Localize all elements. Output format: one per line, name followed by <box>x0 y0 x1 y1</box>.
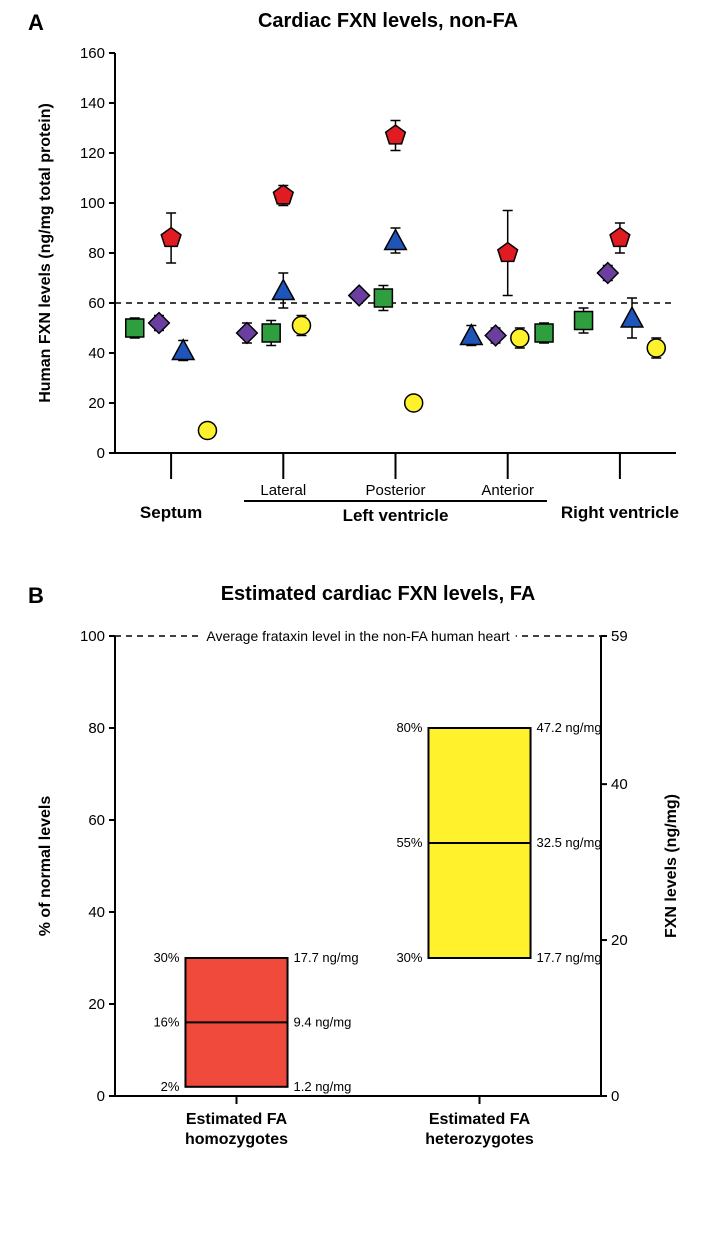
svg-text:0: 0 <box>611 1088 619 1105</box>
panel-b: B Estimated cardiac FXN levels, FA 0 20 40… <box>20 583 696 1166</box>
svg-text:32.5 ng/mg: 32.5 ng/mg <box>537 835 602 850</box>
svg-text:Estimated FA: Estimated FA <box>186 1111 288 1128</box>
svg-text:60: 60 <box>88 812 105 829</box>
svg-text:30%: 30% <box>153 950 179 965</box>
svg-text:100: 100 <box>80 628 105 645</box>
svg-text:17.7 ng/mg: 17.7 ng/mg <box>537 950 602 965</box>
panel-b-title: Estimated cardiac FXN levels, FA <box>60 583 696 606</box>
svg-text:20: 20 <box>88 996 105 1013</box>
svg-text:80: 80 <box>88 245 105 262</box>
svg-text:30%: 30% <box>396 950 422 965</box>
svg-text:140: 140 <box>80 95 105 112</box>
svg-text:55%: 55% <box>396 835 422 850</box>
svg-text:Septum: Septum <box>140 503 202 522</box>
svg-text:40: 40 <box>88 345 105 362</box>
panel-a-chart: 0 20 40 60 80 100 120 140 160 Human FXN levels (n… <box>20 33 696 553</box>
svg-text:heterozygotes: heterozygotes <box>425 1131 534 1148</box>
svg-text:Left ventricle: Left ventricle <box>343 506 449 525</box>
svg-text:80: 80 <box>88 720 105 737</box>
svg-text:17.7 ng/mg: 17.7 ng/mg <box>294 950 359 965</box>
svg-text:60: 60 <box>88 295 105 312</box>
svg-text:80%: 80% <box>396 720 422 735</box>
panel-b-chart: 0 20 40 60 80 100 0 20 40 59 Average frataxin leve… <box>20 606 696 1166</box>
panel-a: A Cardiac FXN levels, non-FA 0 20 40 60 80 10… <box>20 10 696 553</box>
panel-b-label: B <box>28 583 44 609</box>
svg-text:% of normal levels: % of normal levels <box>37 796 54 937</box>
svg-text:47.2 ng/mg: 47.2 ng/mg <box>537 720 602 735</box>
svg-text:1.2 ng/mg: 1.2 ng/mg <box>294 1079 352 1094</box>
svg-text:FXN levels (ng/mg): FXN levels (ng/mg) <box>663 794 680 938</box>
svg-text:Lateral: Lateral <box>260 482 306 499</box>
svg-text:0: 0 <box>97 445 105 462</box>
svg-text:Human FXN levels (ng/mg total: Human FXN levels (ng/mg total protein) <box>37 103 54 403</box>
figure-wrap: A Cardiac FXN levels, non-FA 0 20 40 60 80 10… <box>0 0 716 1186</box>
svg-text:0: 0 <box>97 1088 105 1105</box>
svg-text:100: 100 <box>80 195 105 212</box>
svg-text:16%: 16% <box>153 1014 179 1029</box>
svg-text:120: 120 <box>80 145 105 162</box>
svg-text:59: 59 <box>611 628 628 645</box>
svg-text:20: 20 <box>611 932 628 949</box>
svg-text:Posterior: Posterior <box>365 482 425 499</box>
svg-text:Estimated FA: Estimated FA <box>429 1111 531 1128</box>
svg-text:2%: 2% <box>161 1079 180 1094</box>
svg-text:40: 40 <box>611 776 628 793</box>
svg-text:20: 20 <box>88 395 105 412</box>
svg-text:Average frataxin level in the: Average frataxin level in the non-FA hum… <box>206 628 509 644</box>
svg-text:9.4 ng/mg: 9.4 ng/mg <box>294 1014 352 1029</box>
svg-text:40: 40 <box>88 904 105 921</box>
svg-text:Right ventricle: Right ventricle <box>561 503 679 522</box>
panel-a-title: Cardiac FXN levels, non-FA <box>80 10 696 33</box>
svg-text:160: 160 <box>80 45 105 62</box>
svg-text:Anterior: Anterior <box>481 482 534 499</box>
panel-a-label: A <box>28 10 44 36</box>
svg-text:homozygotes: homozygotes <box>185 1131 288 1148</box>
